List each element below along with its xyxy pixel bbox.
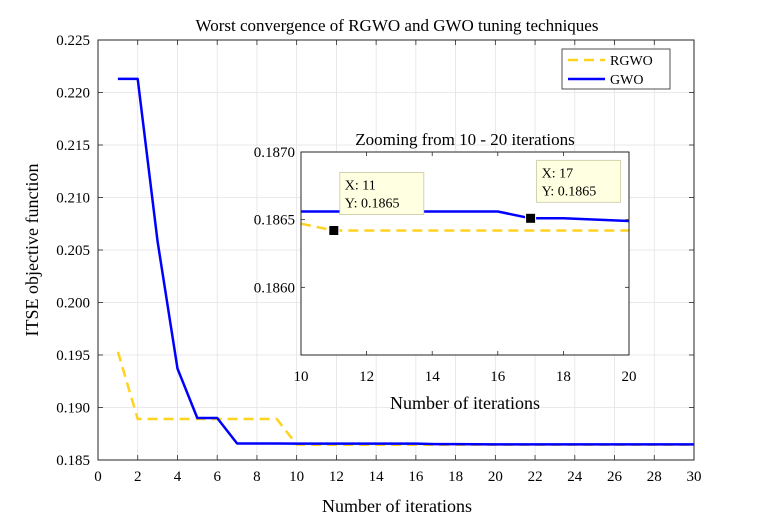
main-y-tick-label: 0.205 <box>56 243 90 259</box>
main-x-tick-label: 0 <box>94 469 102 485</box>
inset-x-tick-label: 18 <box>556 369 571 385</box>
inset-y-tick-label: 0.1870 <box>254 145 295 161</box>
main-x-tick-label: 10 <box>289 469 304 485</box>
main-ticks: 0 2 4 6 8 10 12 14 16 18 20 22 24 26 28 300.1850.1900.1… <box>56 33 701 485</box>
main-x-tick-label: 24 <box>567 469 583 485</box>
main-x-tick-label: 22 <box>528 469 543 485</box>
datatip-box <box>536 159 621 203</box>
main-y-tick-label: 0.215 <box>56 138 90 154</box>
main-x-tick-label: 30 <box>687 469 702 485</box>
legend-label-gwo: GWO <box>610 73 643 88</box>
inset-x-tick-label: 16 <box>490 369 506 385</box>
datatip-marker <box>525 212 537 224</box>
inset-ticks: 10 12 14 16 18 20 0.1860 0.1865 0.1870 <box>254 145 637 385</box>
main-x-tick-label: 12 <box>329 469 344 485</box>
main-ylabel: ITSE objective function <box>22 164 42 337</box>
main-x-tick-label: 4 <box>174 469 182 485</box>
datatip-x-label: X: 11 <box>345 178 376 193</box>
main-y-tick-label: 0.200 <box>56 296 90 312</box>
inset-x-tick-label: 12 <box>359 369 374 385</box>
main-series-gwo <box>117 77 694 446</box>
main-x-tick-label: 26 <box>607 469 623 485</box>
main-x-tick-label: 2 <box>134 469 142 485</box>
main-y-tick-label: 0.210 <box>56 191 90 207</box>
main-y-tick-label: 0.190 <box>56 401 90 417</box>
main-x-tick-label: 18 <box>448 469 463 485</box>
inset-x-tick-label: 10 <box>294 369 309 385</box>
inset-annotations: X: 11 Y: 0.1865 X: 17 Y: 0.1865 <box>328 159 621 236</box>
datatip-box <box>339 172 425 215</box>
inset-title: Zooming from 10 - 20 iterations <box>355 130 575 149</box>
datatip-y-label: Y: 0.1865 <box>542 184 597 199</box>
main-x-tick-label: 16 <box>408 469 424 485</box>
main-y-tick-label: 0.220 <box>56 86 90 102</box>
main-x-tick-label: 6 <box>213 469 221 485</box>
main-x-tick-label: 28 <box>647 469 662 485</box>
inset-xlabel: Number of iterations <box>390 393 540 413</box>
inset-axes-box <box>300 151 630 356</box>
main-title: Worst convergence of RGWO and GWO tuning… <box>196 16 599 35</box>
inset-y-tick-label: 0.1865 <box>254 213 295 229</box>
main-xlabel: Number of iterations <box>322 496 472 516</box>
main-x-tick-label: 20 <box>488 469 503 485</box>
inset-x-tick-label: 14 <box>425 369 441 385</box>
datatip-y-label: Y: 0.1865 <box>345 196 400 211</box>
datatip-marker <box>328 224 340 236</box>
datatip-x-label: X: 17 <box>542 166 574 181</box>
legend-box <box>561 48 671 90</box>
inset-x-tick-label: 20 <box>622 369 637 385</box>
main-series <box>116 77 694 446</box>
main-x-tick-label: 14 <box>369 469 385 485</box>
main-y-tick-label: 0.195 <box>56 348 90 364</box>
legend: RGWO GWO <box>561 48 671 90</box>
main-y-tick-label: 0.185 <box>56 453 90 469</box>
main-x-tick-label: 8 <box>253 469 261 485</box>
inset-y-tick-label: 0.1860 <box>254 280 295 296</box>
legend-label-rgwo: RGWO <box>610 54 653 69</box>
main-y-tick-label: 0.225 <box>56 33 90 49</box>
